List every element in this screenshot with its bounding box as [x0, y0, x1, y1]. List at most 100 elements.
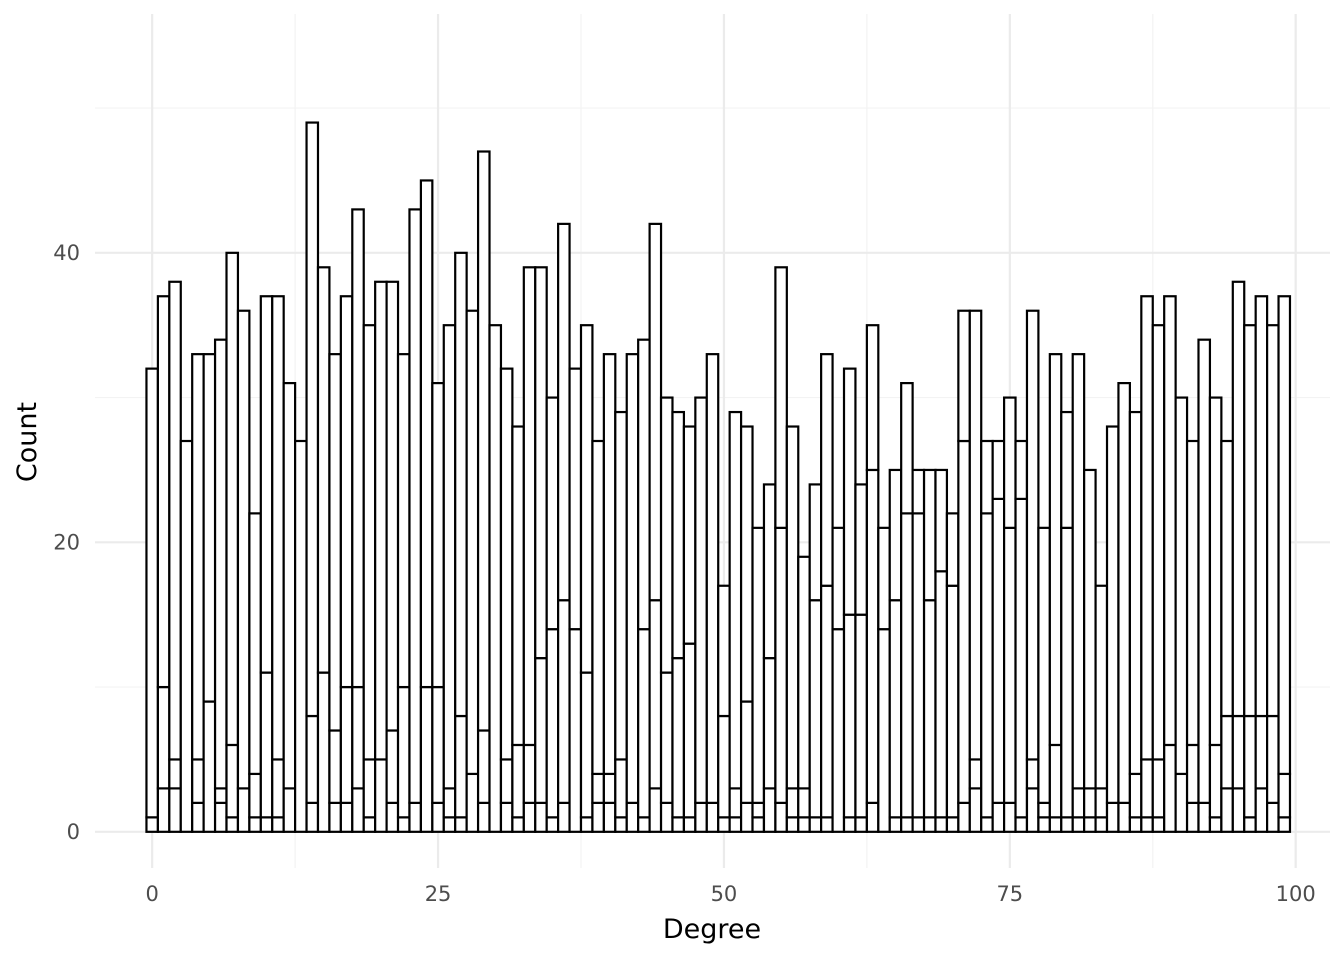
histogram-bar-segment: [408, 208, 423, 804]
histogram-bar-segment: [1151, 324, 1166, 761]
histogram-bar-segment: [534, 657, 548, 804]
histogram-bar-segment: [968, 758, 983, 790]
histogram-bar-segment: [751, 526, 766, 804]
histogram-bar-segment: [625, 353, 640, 804]
histogram-bar-segment: [1014, 439, 1029, 500]
histogram-bar-segment: [980, 512, 994, 819]
histogram-bar-segment: [1105, 801, 1120, 833]
histogram-bar-segment: [374, 280, 388, 761]
histogram-bar-segment: [1094, 816, 1109, 833]
histogram-bar-segment: [431, 801, 445, 833]
histogram-bar-segment: [545, 628, 560, 819]
histogram-bar-segment: [465, 309, 480, 776]
histogram-bar-segment: [900, 512, 914, 819]
histogram-bar-segment: [545, 816, 560, 833]
histogram-bar-segment: [1014, 816, 1029, 833]
histogram-bar-segment: [476, 729, 491, 804]
histogram-bar-segment: [1048, 353, 1063, 747]
histogram-bar-segment: [957, 439, 971, 804]
histogram-bar-segment: [1220, 787, 1234, 833]
histogram-bar-segment: [1231, 714, 1246, 790]
x-tick-label: 0: [145, 882, 158, 906]
histogram-bar-segment: [1266, 714, 1280, 804]
histogram-bar-segment: [328, 353, 342, 732]
histogram-bar-segment: [248, 772, 262, 819]
histogram-bar-segment: [591, 801, 605, 833]
histogram-bar-segment: [934, 570, 949, 819]
histogram-bar-segment: [785, 425, 800, 790]
histogram-bar-segment: [1254, 787, 1269, 833]
histogram-bar-segment: [236, 309, 251, 790]
histogram-bar-segment: [865, 468, 880, 804]
histogram-bar-segment: [1083, 787, 1097, 819]
histogram-bar-segment: [637, 628, 651, 819]
histogram-bar-segment: [511, 743, 525, 819]
histogram-bar-segment: [557, 801, 571, 833]
histogram-bar-segment: [454, 714, 468, 819]
histogram-bar-segment: [739, 700, 754, 804]
histogram-bar-segment: [431, 685, 445, 804]
histogram-bar-segment: [362, 324, 377, 761]
histogram-bar-segment: [648, 222, 663, 602]
histogram-bar-segment: [1266, 801, 1280, 833]
histogram-bar-segment: [774, 801, 788, 833]
histogram-bar-segment: [1105, 425, 1120, 804]
histogram-bar-segment: [282, 382, 297, 790]
histogram-bar-segment: [1140, 758, 1154, 819]
histogram-bar-segment: [499, 758, 514, 804]
histogram-bar-segment: [1060, 526, 1074, 819]
histogram-bar-segment: [305, 801, 320, 833]
histogram-bar-segment: [328, 729, 342, 804]
histogram-bar-segment: [534, 801, 548, 833]
histogram-bar-segment: [968, 309, 983, 761]
histogram-bar-segment: [808, 599, 823, 819]
histogram-bar-segment: [1128, 410, 1143, 776]
histogram-bar-segment: [1002, 526, 1017, 804]
histogram-bar-segment: [568, 628, 583, 833]
histogram-bar-segment: [202, 353, 217, 703]
histogram-bar-segment: [854, 483, 868, 616]
histogram-bar-segment: [1163, 295, 1177, 747]
histogram-bar-segment: [522, 743, 537, 804]
histogram-bar-segment: [739, 425, 754, 703]
histogram-bar-segment: [945, 816, 960, 833]
histogram-bar-segment: [865, 801, 880, 833]
histogram-bar-segment: [351, 208, 365, 689]
histogram-bar-segment: [431, 382, 445, 689]
histogram-bar-segment: [568, 367, 583, 631]
histogram-bar-segment: [339, 295, 354, 689]
histogram-bar-segment: [1185, 743, 1200, 804]
histogram-bar-segment: [191, 758, 205, 804]
histogram-bar-segment: [797, 787, 811, 819]
y-axis-title: Count: [12, 402, 43, 482]
histogram-bar-segment: [259, 295, 274, 674]
histogram-bar-segment: [1071, 816, 1086, 833]
histogram-bar-segment: [1002, 801, 1017, 833]
histogram-bar-segment: [305, 121, 320, 718]
histogram-bar-segment: [248, 816, 262, 833]
histogram-bar-segment: [522, 266, 537, 747]
bar-layer: [145, 121, 1292, 833]
histogram-bar-segment: [1094, 787, 1109, 819]
histogram-bar-segment: [271, 758, 285, 819]
histogram-bar-segment: [305, 714, 320, 804]
histogram-bar-segment: [213, 338, 228, 790]
histogram-bar-segment: [911, 512, 926, 819]
histogram-bar-segment: [1220, 439, 1234, 718]
histogram-bar-segment: [1243, 324, 1257, 718]
histogram-bar-segment: [717, 714, 731, 819]
histogram-bar-segment: [408, 801, 423, 833]
histogram-bar-segment: [1277, 772, 1292, 819]
histogram-bar-segment: [659, 801, 674, 833]
histogram-bar-segment: [739, 801, 754, 833]
histogram-bar-segment: [842, 367, 857, 616]
histogram-bar-segment: [202, 700, 217, 833]
histogram-bar-segment: [511, 425, 525, 747]
histogram-bar-segment: [1151, 816, 1166, 833]
histogram-bar-segment: [1025, 787, 1040, 833]
histogram-bar-segment: [659, 671, 674, 804]
histogram-bar-segment: [991, 439, 1006, 500]
histogram-bar-segment: [396, 353, 411, 689]
histogram-bar-segment: [385, 729, 400, 804]
